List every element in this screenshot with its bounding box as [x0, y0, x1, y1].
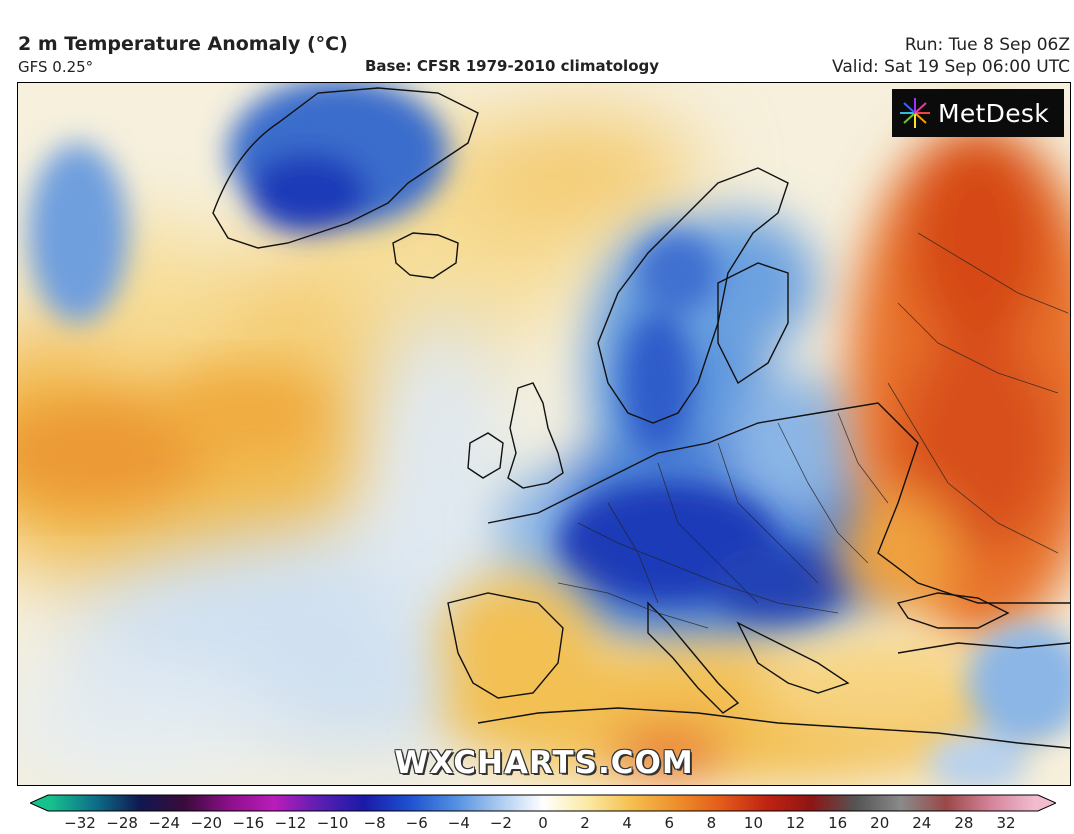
colorbar-tick-label: 28	[954, 814, 974, 832]
colorbar-tick-label: 20	[870, 814, 890, 832]
colorbar-tick-label: −20	[190, 814, 223, 832]
africa-coast	[477, 707, 1070, 749]
run-label: Run: Tue 8 Sep 06Z	[904, 35, 1070, 55]
metdesk-burst-icon	[900, 98, 930, 128]
colorbar-bar	[28, 794, 1058, 812]
coastlines	[212, 87, 1070, 749]
colorbar-tick-label: −6	[405, 814, 428, 832]
metdesk-logo-text: MetDesk	[938, 98, 1049, 128]
field-cold-greenland	[28, 83, 448, 323]
base-label: Base: CFSR 1979-2010 climatology	[365, 57, 660, 75]
chart-title: 2 m Temperature Anomaly (°C)	[18, 33, 348, 55]
colorbar-tick-label: 4	[622, 814, 632, 832]
colorbar-gradient	[28, 794, 1058, 812]
colorbar-tick-label: 32	[996, 814, 1016, 832]
iberia-coast	[447, 592, 564, 699]
uk-coast	[507, 382, 564, 489]
italy-coast	[647, 601, 740, 714]
metdesk-logo: MetDesk	[892, 89, 1064, 137]
continent-coast	[487, 402, 1070, 604]
field-warm-russia	[838, 123, 1070, 643]
colorbar-tick-label: 8	[706, 814, 717, 832]
colorbar-tick-label: −2	[489, 814, 512, 832]
colorbar-tick-label: −10	[316, 814, 349, 832]
turkey-coast	[897, 642, 1070, 654]
colorbar-tick-label: 24	[912, 814, 932, 832]
balkans-coast	[736, 621, 850, 694]
colorbar-tick-label: 16	[828, 814, 848, 832]
colorbar-tick-label: −16	[232, 814, 265, 832]
model-label: GFS 0.25°	[18, 58, 94, 76]
greenland-coast	[212, 87, 479, 249]
colorbar-tick-label: −32	[64, 814, 96, 832]
field-cool-atlantic	[18, 303, 568, 783]
country-borders	[557, 232, 1069, 629]
colorbar-tick-label: 2	[580, 814, 590, 832]
finland-coast	[717, 262, 789, 385]
colorbar-tick-label: 6	[664, 814, 675, 832]
colorbar-tick-label: −28	[106, 814, 138, 832]
colorbar-tick-label: −4	[447, 814, 470, 832]
map-canvas	[18, 83, 1070, 785]
black-sea-coast	[896, 592, 1010, 629]
iceland-coast	[392, 232, 459, 279]
field-warm-south	[438, 573, 1038, 783]
field-cool-east-med	[928, 623, 1070, 785]
colorbar-tick-label: 10	[743, 814, 763, 832]
colorbar-tick-label: −24	[148, 814, 180, 832]
colorbar-tick-label: 0	[538, 814, 548, 832]
anomaly-map: MetDesk WXCHARTS.COM	[17, 82, 1071, 786]
valid-label: Valid: Sat 19 Sep 06:00 UTC	[832, 57, 1070, 77]
colorbar: −32 −28 −24 −20 −16 −12 −10 −8 −6 −4 −2 0 2 4 6 8 10 12 16…	[28, 794, 1058, 834]
wxcharts-watermark: WXCHARTS.COM	[394, 745, 694, 781]
field-warm-atlantic-core	[18, 368, 338, 508]
colorbar-tick-label: 12	[785, 814, 806, 832]
scandinavia-coast	[597, 167, 789, 424]
colorbar-tick-label: −12	[274, 814, 307, 832]
colorbar-tick-label: −8	[363, 814, 386, 832]
ireland-coast	[467, 432, 504, 479]
